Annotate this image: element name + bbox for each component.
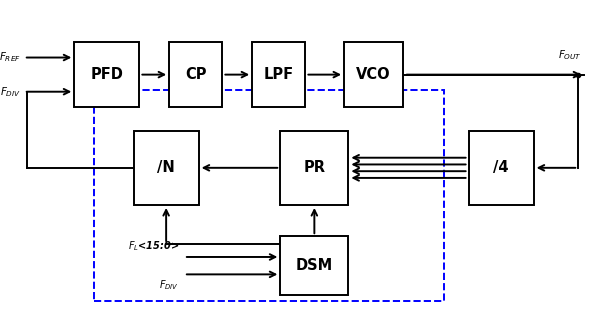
Bar (134, 131, 199, 205)
Bar (280, 131, 348, 205)
Text: VCO: VCO (356, 67, 391, 82)
Bar (344, 42, 404, 107)
Text: CP: CP (185, 67, 206, 82)
Text: LPF: LPF (264, 67, 294, 82)
Bar (169, 42, 223, 107)
Bar (468, 131, 534, 205)
Text: PR: PR (303, 160, 325, 175)
Text: $F_{DIV}$: $F_{DIV}$ (0, 85, 21, 99)
Text: /N: /N (157, 160, 175, 175)
Bar (280, 236, 348, 295)
Text: DSM: DSM (296, 258, 333, 273)
Text: $F_{REF}$: $F_{REF}$ (0, 51, 21, 64)
Bar (94, 90, 443, 301)
Bar (74, 42, 140, 107)
Text: /4: /4 (493, 160, 509, 175)
Text: $F_{DIV}$: $F_{DIV}$ (159, 278, 179, 292)
Text: PFD: PFD (90, 67, 123, 82)
Text: $F_L$<15:0>: $F_L$<15:0> (128, 239, 179, 253)
Text: $F_{OUT}$: $F_{OUT}$ (558, 49, 583, 62)
Bar (252, 42, 306, 107)
